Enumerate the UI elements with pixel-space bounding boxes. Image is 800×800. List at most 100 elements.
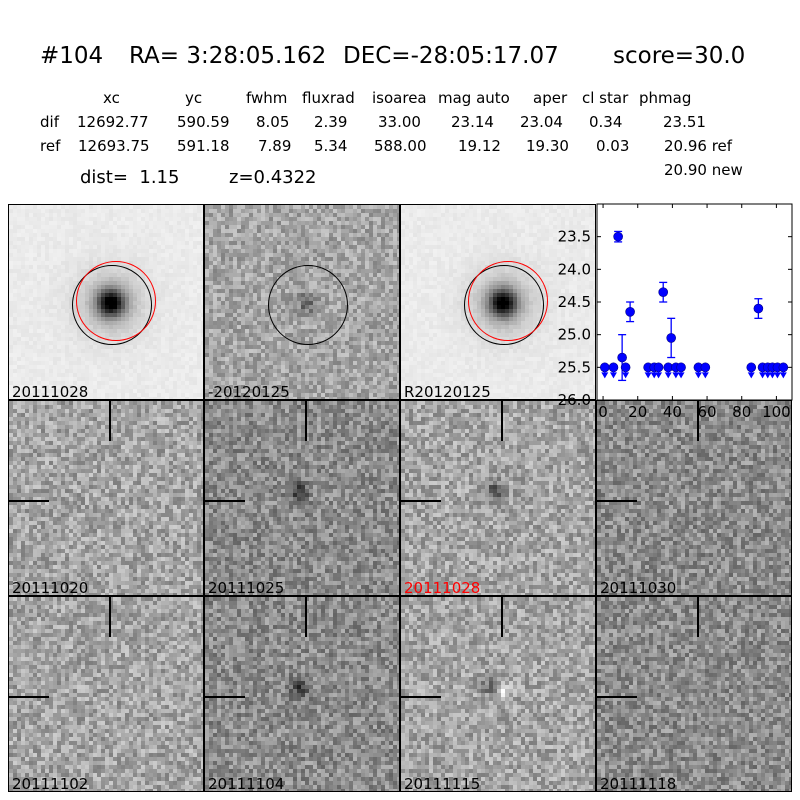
stamp-image (401, 597, 595, 791)
image-stamp[interactable]: 20111030 (596, 400, 792, 596)
cell-xc: 12692.77 (77, 113, 149, 131)
stamp-date-label: 20111028 (12, 383, 89, 400)
crosshair-tick (9, 696, 49, 698)
phmag-new: 20.90 new (664, 161, 743, 179)
cell-fluxrad: 5.34 (314, 137, 348, 155)
y-tick-label: 25.0 (558, 326, 591, 344)
cell-mag-auto: 19.12 (458, 137, 501, 155)
detection-point (666, 333, 676, 343)
x-tick-label: 80 (732, 403, 751, 421)
row-label: dif (40, 113, 59, 131)
detection-point (625, 306, 635, 317)
stamp-date-label: 20111020 (12, 579, 89, 596)
stamp-date-label: 20111030 (600, 579, 677, 596)
cell-phmag: 23.51 (663, 113, 706, 131)
crosshair-tick (401, 500, 441, 502)
col-fwhm: fwhm (246, 89, 288, 107)
upper-limit-arrowhead (747, 372, 755, 379)
stamp-image (9, 597, 203, 791)
cell-isoarea: 33.00 (378, 113, 421, 131)
y-tick-label: 23.5 (558, 228, 591, 246)
image-stamp[interactable]: 20111028 (8, 204, 204, 400)
stamp-image (597, 597, 791, 791)
ra: RA= 3:28:05.162 (129, 43, 327, 69)
y-tick-label: 26.0 (558, 391, 591, 409)
image-stamp[interactable]: 20111102 (8, 596, 204, 792)
upper-limit-arrowhead (759, 372, 767, 379)
row-label: ref (40, 137, 61, 155)
x-tick-label: 40 (663, 403, 682, 421)
upper-limit-arrowhead (701, 372, 709, 379)
y-tick-label: 25.5 (558, 358, 591, 376)
col-phmag: phmag (639, 89, 692, 107)
stamp-date-label: 20111025 (208, 579, 285, 596)
upper-limit-arrowhead (694, 372, 702, 379)
stamp-image (9, 401, 203, 595)
image-stamp[interactable]: R20120125 (400, 204, 596, 400)
stamp-date-label: 20111104 (208, 775, 285, 792)
cell-isoarea: 588.00 (374, 137, 427, 155)
image-stamp[interactable]: -20120125 (204, 204, 400, 400)
stamp-date-label: 20111028 (404, 579, 481, 596)
stamp-date-label: 20111115 (404, 775, 481, 792)
cell-fwhm: 8.05 (256, 113, 290, 131)
dec: DEC=-28:05:17.07 (343, 43, 559, 69)
x-tick-label: 60 (698, 403, 717, 421)
image-stamp[interactable]: 20111025 (204, 400, 400, 596)
stamp-date-label: 20111118 (600, 775, 677, 792)
crosshair-tick (109, 597, 111, 637)
stamp-image (205, 597, 399, 791)
crosshair-tick (697, 597, 699, 637)
stamp-image (205, 401, 399, 595)
aperture-circle (76, 261, 156, 341)
image-stamp[interactable]: 20111028 (400, 400, 596, 596)
aperture-circle (268, 265, 348, 345)
col-cl-star: cl star (582, 89, 629, 107)
upper-limit-arrowhead (779, 372, 787, 379)
image-stamp[interactable]: 20111104 (204, 596, 400, 792)
upper-limit-arrowhead (644, 372, 652, 379)
crosshair-tick (205, 500, 245, 502)
cell-cl-star: 0.34 (589, 113, 623, 131)
cell-fluxrad: 2.39 (314, 113, 348, 131)
y-tick-label: 24.5 (558, 293, 591, 311)
upper-limit-arrowhead (677, 372, 685, 379)
cell-xc: 12693.75 (78, 137, 150, 155)
upper-limit-arrowhead (773, 372, 781, 379)
col-fluxrad: fluxrad (302, 89, 355, 107)
crosshair-tick (9, 500, 49, 502)
crosshair-tick (597, 500, 637, 502)
upper-limit-arrowhead (622, 372, 630, 379)
cell-fwhm: 7.89 (258, 137, 292, 155)
cell-yc: 590.59 (177, 113, 230, 131)
col-aper: aper (533, 89, 568, 107)
crosshair-tick (305, 401, 307, 441)
image-stamp[interactable]: 20111118 (596, 596, 792, 792)
x-tick-label: 100 (762, 403, 791, 421)
cell-yc: 591.18 (177, 137, 230, 155)
x-tick-label: 20 (628, 403, 647, 421)
col-mag-auto: mag auto (438, 89, 510, 107)
upper-limit-arrowhead (609, 372, 617, 379)
cell-mag-auto: 23.14 (451, 113, 494, 131)
stamp-image (597, 401, 791, 595)
upper-limit-arrowhead (672, 372, 680, 379)
crosshair-tick (305, 597, 307, 637)
object-id: #104 (40, 43, 104, 69)
dist: dist= 1.15 (80, 167, 180, 188)
redshift: z=0.4322 (229, 167, 317, 188)
crosshair-tick (501, 597, 503, 637)
col-isoarea: isoarea (372, 89, 427, 107)
y-tick-label: 24.0 (558, 260, 591, 278)
col-yc: yc (185, 89, 203, 107)
upper-limit-arrowhead (764, 372, 772, 379)
stamp-date-label: -20120125 (208, 383, 290, 400)
crosshair-tick (401, 696, 441, 698)
stamp-date-label: R20120125 (404, 383, 491, 400)
crosshair-tick (205, 696, 245, 698)
upper-limit-arrowhead (601, 372, 609, 379)
image-stamp[interactable]: 20111020 (8, 400, 204, 596)
crosshair-tick (109, 401, 111, 441)
image-stamp[interactable]: 20111115 (400, 596, 596, 792)
